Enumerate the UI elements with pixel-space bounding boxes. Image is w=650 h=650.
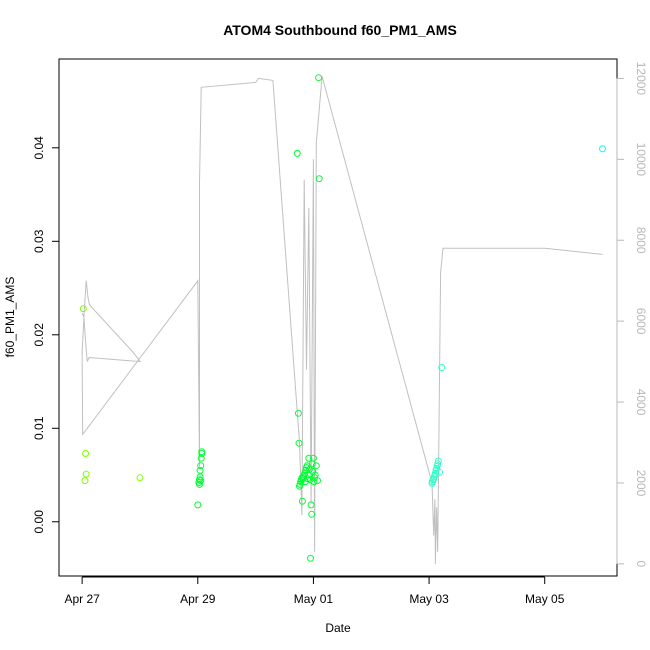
data-point [196,466,204,474]
y-tick-label: 0.03 [32,229,46,253]
y-axis: 0.00 0.01 0.02 0.03 0.04 [32,136,60,534]
data-point [296,480,304,488]
data-point [309,467,317,475]
data-point [197,477,205,485]
data-point [309,454,317,462]
x-axis: Apr 27 Apr 29 May 01 May 03 May 05 [64,576,565,606]
data-point [438,364,446,371]
data-point [294,409,302,417]
data-point [82,450,90,457]
y2-tick-label: 6000 [634,308,648,335]
data-point [310,478,318,486]
x-tick-label: May 01 [294,592,334,606]
x-tick-label: May 03 [409,592,449,606]
data-point [312,462,320,470]
data-point [434,460,442,468]
y2-tick-label: 12000 [634,62,648,96]
y-tick-label: 0.01 [32,416,46,440]
data-point [431,469,439,477]
data-point [197,454,205,462]
x-tick-label: Apr 27 [64,592,100,606]
data-point [79,305,87,313]
data-point [293,149,301,157]
data-point [599,145,606,153]
chart-title: ATOM4 Southbound f60_PM1_AMS [223,22,457,38]
data-point [436,468,443,476]
data-point [81,477,89,485]
data-point [198,448,206,456]
y-tick-label: 0.00 [32,510,46,534]
y2-tick-label: 0 [634,561,648,568]
y2-axis: 0 2000 4000 6000 8000 10000 12000 [616,62,648,568]
point-series [79,74,606,562]
y-axis-label: f60_PM1_AMS [3,277,17,358]
aux-line [81,76,603,564]
y2-tick-label: 8000 [634,227,648,254]
data-point [82,470,90,478]
data-point [136,474,144,482]
data-point [305,465,313,473]
data-point [434,457,442,465]
data-point [307,554,314,562]
data-point [308,510,316,518]
x-tick-label: Apr 29 [180,592,216,606]
data-point [315,175,323,183]
x-axis-label: Date [325,621,351,635]
data-point [194,501,202,509]
data-point [295,439,303,447]
x-tick-label: May 05 [525,592,565,606]
y-tick-label: 0.04 [32,136,46,160]
data-point [315,74,323,82]
data-point [197,462,205,470]
data-point [196,480,203,488]
data-point [305,454,313,462]
data-point [314,477,321,485]
data-point [196,476,203,484]
y2-tick-label: 4000 [634,389,648,416]
data-point [306,476,314,484]
y2-tick-label: 10000 [634,143,648,177]
data-point [298,497,306,505]
y-tick-label: 0.02 [32,323,46,347]
y2-tick-label: 2000 [634,470,648,497]
line-series [81,76,603,564]
data-point [307,501,315,509]
